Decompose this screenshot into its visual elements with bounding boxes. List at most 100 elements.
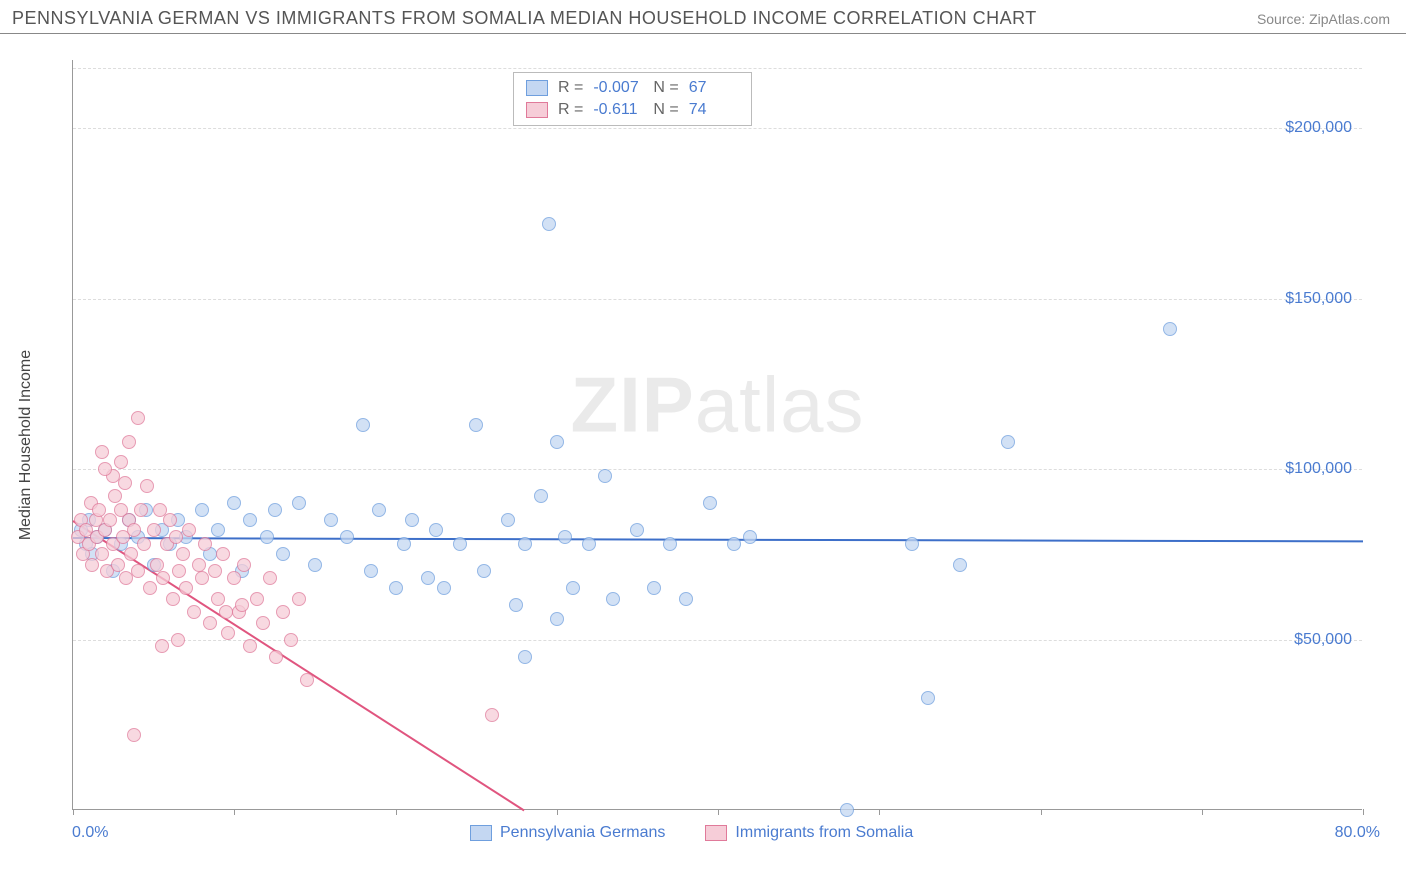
n-label: N = <box>653 79 678 97</box>
data-point <box>216 547 230 561</box>
data-point <box>743 530 757 544</box>
data-point <box>263 571 277 585</box>
data-point <box>208 564 222 578</box>
n-value: 74 <box>689 101 739 119</box>
data-point <box>124 547 138 561</box>
data-point <box>131 411 145 425</box>
data-point <box>137 537 151 551</box>
x-tick <box>1363 809 1364 815</box>
data-point <box>953 558 967 572</box>
swatch-series-1 <box>470 825 492 841</box>
data-point <box>397 537 411 551</box>
r-value: -0.007 <box>593 79 643 97</box>
data-point <box>324 513 338 527</box>
data-point <box>98 462 112 476</box>
x-axis-min-label: 0.0% <box>72 824 108 842</box>
data-point <box>108 489 122 503</box>
data-point <box>598 469 612 483</box>
data-point <box>534 489 548 503</box>
data-point <box>150 558 164 572</box>
data-point <box>300 673 314 687</box>
data-point <box>260 530 274 544</box>
r-label: R = <box>558 79 583 97</box>
data-point <box>405 513 419 527</box>
data-point <box>171 633 185 647</box>
data-point <box>606 592 620 606</box>
data-point <box>364 564 378 578</box>
data-point <box>237 558 251 572</box>
data-point <box>163 513 177 527</box>
x-tick <box>1041 809 1042 815</box>
source-label: Source: ZipAtlas.com <box>1257 11 1390 27</box>
data-point <box>429 523 443 537</box>
plot-region: ZIPatlas R = -0.007 N = 67 R = -0.611 N … <box>72 60 1362 810</box>
data-point <box>292 496 306 510</box>
data-point <box>703 496 717 510</box>
data-point <box>118 476 132 490</box>
gridline <box>73 640 1362 641</box>
data-point <box>227 496 241 510</box>
data-point <box>292 592 306 606</box>
data-point <box>140 479 154 493</box>
x-tick <box>1202 809 1203 815</box>
data-point <box>221 626 235 640</box>
data-point <box>501 513 515 527</box>
data-point <box>211 592 225 606</box>
data-point <box>256 616 270 630</box>
data-point <box>219 605 233 619</box>
data-point <box>389 581 403 595</box>
data-point <box>630 523 644 537</box>
data-point <box>566 581 580 595</box>
data-point <box>550 435 564 449</box>
data-point <box>182 523 196 537</box>
y-tick-label: $100,000 <box>1285 460 1352 478</box>
gridline <box>73 68 1362 69</box>
data-point <box>114 455 128 469</box>
watermark: ZIPatlas <box>570 359 864 450</box>
data-point <box>550 612 564 626</box>
data-point <box>95 547 109 561</box>
data-point <box>372 503 386 517</box>
data-point <box>127 523 141 537</box>
swatch-series-1 <box>526 80 548 96</box>
stats-row-series-1: R = -0.007 N = 67 <box>526 77 739 99</box>
stats-row-series-2: R = -0.611 N = 74 <box>526 99 739 121</box>
n-label: N = <box>653 101 678 119</box>
data-point <box>558 530 572 544</box>
x-tick <box>879 809 880 815</box>
x-tick <box>396 809 397 815</box>
chart-header: PENNSYLVANIA GERMAN VS IMMIGRANTS FROM S… <box>0 0 1406 34</box>
data-point <box>1163 322 1177 336</box>
data-point <box>179 581 193 595</box>
x-tick <box>234 809 235 815</box>
data-point <box>169 530 183 544</box>
data-point <box>647 581 661 595</box>
y-tick-label: $50,000 <box>1294 631 1352 649</box>
data-point <box>276 605 290 619</box>
data-point <box>95 445 109 459</box>
data-point <box>195 571 209 585</box>
legend-label: Pennsylvania Germans <box>500 824 665 842</box>
data-point <box>421 571 435 585</box>
data-point <box>187 605 201 619</box>
data-point <box>243 639 257 653</box>
data-point <box>250 592 264 606</box>
x-tick <box>557 809 558 815</box>
x-tick <box>73 809 74 815</box>
chart-title: PENNSYLVANIA GERMAN VS IMMIGRANTS FROM S… <box>12 8 1037 29</box>
gridline <box>73 299 1362 300</box>
data-point <box>477 564 491 578</box>
data-point <box>437 581 451 595</box>
data-point <box>227 571 241 585</box>
data-point <box>147 523 161 537</box>
data-point <box>663 537 677 551</box>
data-point <box>921 691 935 705</box>
data-point <box>840 803 854 817</box>
x-tick <box>718 809 719 815</box>
data-point <box>103 513 117 527</box>
data-point <box>268 503 282 517</box>
data-point <box>155 639 169 653</box>
data-point <box>134 503 148 517</box>
data-point <box>679 592 693 606</box>
data-point <box>269 650 283 664</box>
